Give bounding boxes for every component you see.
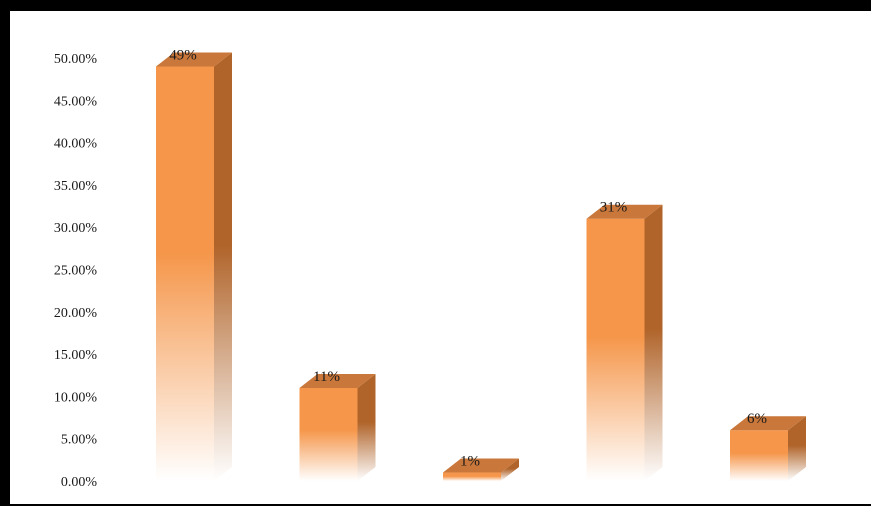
- bar-1: [156, 52, 232, 482]
- bar-side: [788, 416, 806, 481]
- bar-front: [299, 387, 358, 481]
- bar-top: [443, 458, 519, 473]
- y-tick-label: 30.00%: [54, 221, 98, 236]
- bar-top: [156, 52, 232, 67]
- y-tick-label: 15.00%: [54, 348, 98, 363]
- bar-top: [299, 373, 376, 388]
- bar-3: [443, 458, 519, 481]
- bar-front: [730, 430, 788, 481]
- data-label: 31%: [600, 200, 628, 216]
- y-tick-label: 40.00%: [54, 137, 98, 152]
- bar-4: [586, 204, 663, 482]
- bar-side: [644, 204, 663, 482]
- y-tick-label: 10.00%: [54, 390, 98, 405]
- data-label: 49%: [169, 47, 197, 63]
- y-tick-label: 20.00%: [54, 306, 98, 321]
- bar-5: [730, 416, 806, 481]
- bar-front: [443, 472, 501, 481]
- y-tick-label: 35.00%: [54, 179, 98, 194]
- y-tick-label: 25.00%: [54, 264, 98, 279]
- bar-2: [299, 373, 376, 481]
- bar-top: [730, 416, 806, 431]
- bar-front: [156, 66, 214, 482]
- data-label: 6%: [747, 411, 767, 427]
- bar-side: [214, 52, 232, 482]
- y-tick-label: 50.00%: [54, 52, 98, 67]
- bar-side: [357, 373, 376, 481]
- bar-top: [586, 204, 663, 219]
- data-label: 1%: [460, 454, 480, 470]
- y-tick-label: 5.00%: [61, 433, 98, 448]
- bar-front: [586, 218, 645, 482]
- bar-side: [501, 458, 519, 481]
- data-label: 11%: [313, 369, 340, 385]
- y-tick-label: 0.00%: [61, 475, 98, 490]
- y-tick-label: 45.00%: [54, 94, 98, 109]
